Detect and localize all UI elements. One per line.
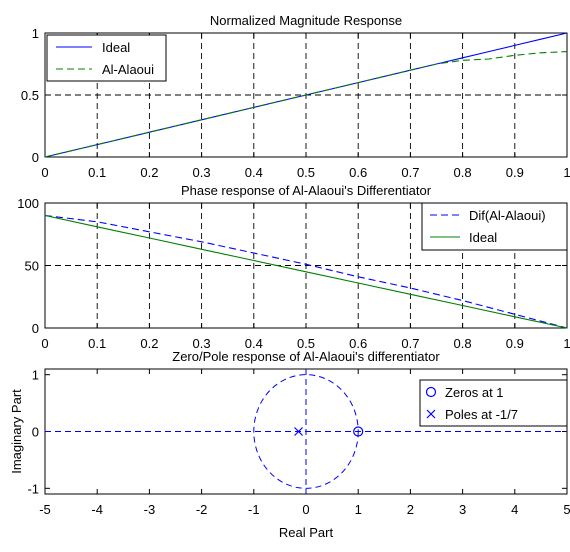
x-tick-label: 1	[563, 165, 570, 180]
x-tick-label: 0.7	[401, 336, 419, 351]
legend-label-2: Ideal	[469, 230, 497, 245]
legend: Dif(Al-Alaoui) Ideal	[421, 202, 568, 251]
x-tick-label: -2	[196, 502, 208, 517]
chart-title: Normalized Magnitude Response	[210, 13, 402, 28]
x-tick-label: 0.5	[297, 165, 315, 180]
zero-marker	[353, 426, 364, 437]
legend-label-2: Poles at -1/7	[445, 407, 518, 422]
y-tick-label: 1	[32, 368, 39, 383]
x-tick-label: 0.5	[297, 336, 315, 351]
x-tick-label: 0	[302, 502, 309, 517]
x-tick-label: 2	[407, 502, 414, 517]
y-tick-label: 1	[32, 26, 39, 41]
x-tick-label: 0.1	[88, 165, 106, 180]
series-line-1	[44, 214, 568, 329]
x-tick-label: 5	[563, 502, 570, 517]
legend: Ideal Al-Alaoui	[46, 34, 167, 82]
legend-label-1: Dif(Al-Alaoui)	[469, 208, 546, 223]
x-tick-label: 0.7	[401, 165, 419, 180]
x-tick-label: 0.2	[140, 336, 158, 351]
x-tick-label: 0.8	[454, 336, 472, 351]
x-tick-label: 0.8	[454, 165, 472, 180]
legend-box	[421, 202, 568, 251]
x-tick-label: 0.9	[506, 336, 524, 351]
x-tick-label: -3	[144, 502, 156, 517]
chart-panel-3: Zero/Pole response of Al-Alaoui's differ…	[9, 349, 570, 540]
y-axis-label: Imaginary Part	[9, 389, 24, 474]
chart-title: Zero/Pole response of Al-Alaoui's differ…	[172, 349, 440, 364]
x-tick-label: 0	[41, 165, 48, 180]
x-tick-label: 0.4	[245, 336, 263, 351]
x-tick-label: 0.6	[349, 336, 367, 351]
legend-swatch-2	[426, 409, 436, 419]
x-axis-label: Real Part	[279, 525, 334, 540]
y-tick-label: 0	[32, 150, 39, 165]
legend: Zeros at 1 Poles at -1/7	[419, 379, 568, 427]
x-tick-label: -5	[39, 502, 51, 517]
x-tick-label: 0.3	[193, 165, 211, 180]
pole-marker	[294, 427, 303, 436]
x-tick-label: 0.2	[140, 165, 158, 180]
x-tick-label: 0.9	[506, 165, 524, 180]
y-tick-label: 0	[32, 321, 39, 336]
x-tick-label: -4	[91, 502, 103, 517]
series-line-2	[44, 214, 568, 329]
legend-box	[46, 34, 167, 82]
x-tick-label: 0.6	[349, 165, 367, 180]
x-tick-label: 0	[41, 336, 48, 351]
x-tick-label: 0.3	[193, 336, 211, 351]
chart-panel-2: Phase response of Al-Alaoui's Differenti…	[17, 183, 570, 351]
x-tick-label: 4	[511, 502, 518, 517]
legend-label-1: Ideal	[102, 40, 130, 55]
y-tick-label: 100	[17, 196, 39, 211]
series-line-2	[44, 51, 568, 158]
legend-label-1: Zeros at 1	[445, 385, 504, 400]
x-tick-label: -1	[248, 502, 260, 517]
legend-box	[419, 379, 568, 427]
chart-panel-1: Normalized Magnitude Response 0 0.1 0.2 0.3 0…	[21, 13, 570, 180]
legend-swatch-1	[425, 386, 437, 398]
x-tick-label: 1	[563, 336, 570, 351]
y-tick-label: 50	[25, 259, 39, 274]
y-tick-label: 0.5	[21, 88, 39, 103]
x-tick-label: 0.4	[245, 165, 263, 180]
unit-circle	[253, 374, 359, 489]
x-tick-label: 1	[355, 502, 362, 517]
y-tick-label: 0	[32, 425, 39, 440]
y-tick-label: -1	[27, 481, 39, 496]
chart-title: Phase response of Al-Alaoui's Differenti…	[181, 183, 432, 198]
x-tick-label: 3	[459, 502, 466, 517]
legend-label-2: Al-Alaoui	[102, 62, 154, 77]
x-tick-label: 0.1	[88, 336, 106, 351]
